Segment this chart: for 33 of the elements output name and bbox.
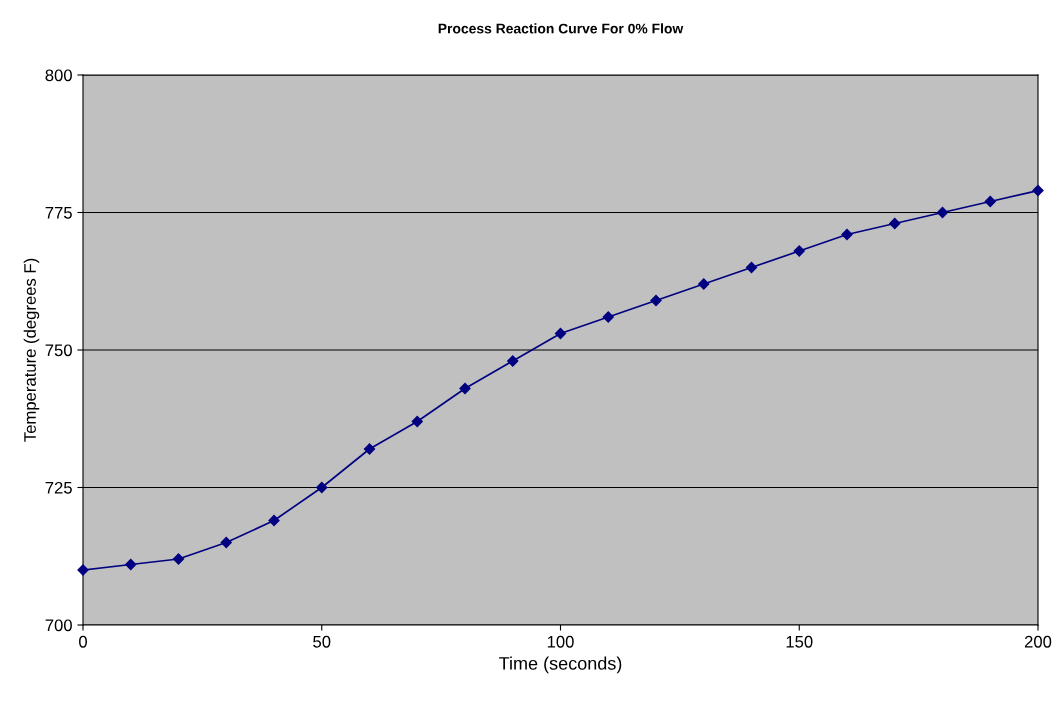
x-axis-title: Time (seconds) [499,656,622,674]
point [316,481,328,494]
point [125,558,137,571]
y-tick-label: 750 [45,344,72,357]
point [602,311,614,323]
point [459,382,471,395]
point [363,443,376,455]
y-tick-label: 800 [45,69,72,82]
x-tick-label: 200 [1024,635,1052,648]
y-tick-label: 725 [45,481,72,494]
point [793,245,805,257]
y-axis-title: Temperature (degrees F) [23,258,40,442]
x-tick-label: 100 [547,635,574,648]
point [554,327,567,340]
point [889,217,901,230]
chart-title: Process Reaction Curve For 0% Flow [438,23,684,34]
point [268,514,280,527]
point [507,355,519,367]
point [411,415,423,428]
y-tick-label: 775 [45,207,72,219]
point [1032,184,1044,197]
point [650,294,662,307]
y-tick-label: 700 [45,619,72,632]
point [745,261,758,274]
point [936,206,949,219]
x-tick-label: 0 [79,635,87,648]
x-tick-label: 50 [313,635,331,648]
x-tick-label: 150 [786,635,813,648]
point [698,278,710,290]
point [172,553,185,565]
point [841,228,853,241]
point [220,536,232,549]
point [984,195,996,208]
